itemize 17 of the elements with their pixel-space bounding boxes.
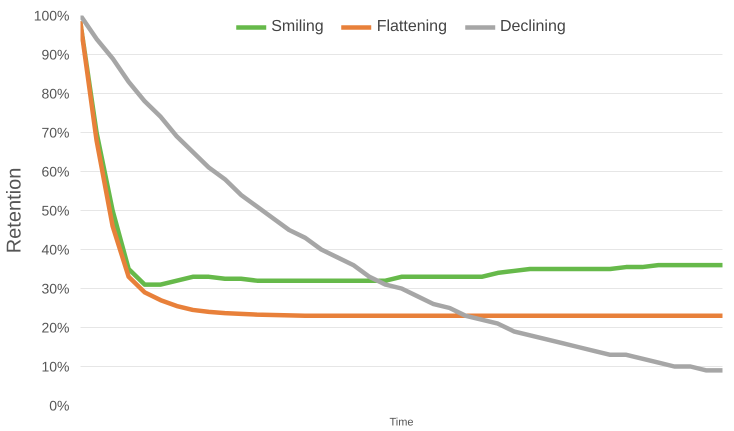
y-tick-label: 100% (34, 8, 70, 24)
y-tick-label: 60% (41, 164, 70, 180)
line-series (80, 16, 722, 373)
y-tick-label: 50% (41, 202, 70, 218)
y-tick-label: 80% (41, 86, 70, 102)
x-axis-title: Time (389, 416, 414, 428)
y-tick-label: 10% (41, 358, 70, 374)
y-tick-label: 70% (41, 124, 70, 140)
y-tick-label: 0% (49, 398, 70, 414)
y-tick-label: 90% (41, 46, 70, 62)
legend-label: Declining (500, 18, 566, 36)
y-tick-label: 40% (41, 242, 70, 258)
y-tick-label: 30% (41, 280, 70, 296)
legend-label: Smiling (271, 18, 324, 36)
legend-label: Flattening (376, 18, 447, 36)
y-tick-label: 20% (41, 320, 70, 336)
y-axis-title: Retention (4, 168, 26, 254)
